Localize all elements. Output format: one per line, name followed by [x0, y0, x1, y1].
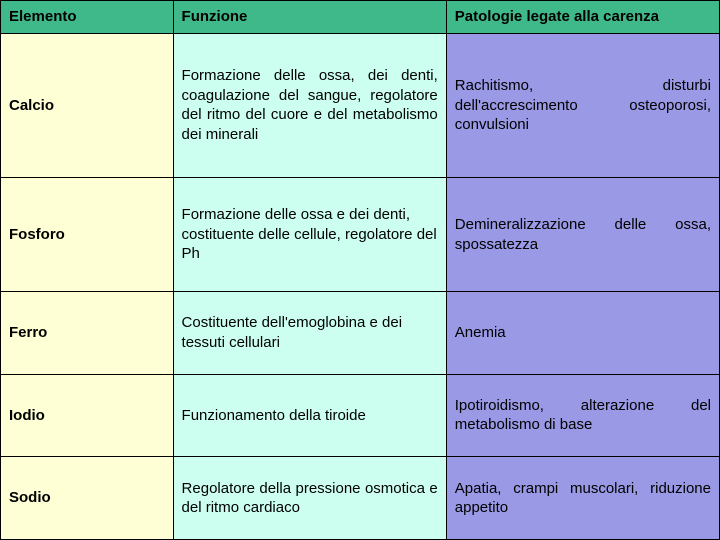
table-row: Calcio Formazione delle ossa, dei denti,… [1, 33, 720, 178]
cell-elemento: Fosforo [1, 178, 174, 292]
cell-funzione: Funzionamento della tiroide [173, 374, 446, 457]
cell-funzione: Formazione delle ossa, dei denti, coagul… [173, 33, 446, 178]
header-patologie: Patologie legate alla carenza [446, 1, 719, 34]
cell-elemento: Iodio [1, 374, 174, 457]
table-row: Sodio Regolatore della pressione osmotic… [1, 457, 720, 540]
cell-funzione: Costituente dell'emoglobina e dei tessut… [173, 291, 446, 374]
cell-elemento: Calcio [1, 33, 174, 178]
header-elemento: Elemento [1, 1, 174, 34]
cell-patologie: Rachitismo, disturbi dell'accrescimento … [446, 33, 719, 178]
cell-patologie: Ipotiroidismo, alterazione del metabolis… [446, 374, 719, 457]
cell-funzione: Regolatore della pressione osmotica e de… [173, 457, 446, 540]
table-row: Iodio Funzionamento della tiroide Ipotir… [1, 374, 720, 457]
table-row: Ferro Costituente dell'emoglobina e dei … [1, 291, 720, 374]
table-row: Fosforo Formazione delle ossa e dei dent… [1, 178, 720, 292]
cell-elemento: Sodio [1, 457, 174, 540]
cell-patologie: Apatia, crampi muscolari, riduzione appe… [446, 457, 719, 540]
cell-patologie: Anemia [446, 291, 719, 374]
table-header-row: Elemento Funzione Patologie legate alla … [1, 1, 720, 34]
minerals-table: Elemento Funzione Patologie legate alla … [0, 0, 720, 540]
cell-patologie: Demineralizzazione delle ossa, spossatez… [446, 178, 719, 292]
cell-funzione: Formazione delle ossa e dei denti, costi… [173, 178, 446, 292]
cell-elemento: Ferro [1, 291, 174, 374]
header-funzione: Funzione [173, 1, 446, 34]
